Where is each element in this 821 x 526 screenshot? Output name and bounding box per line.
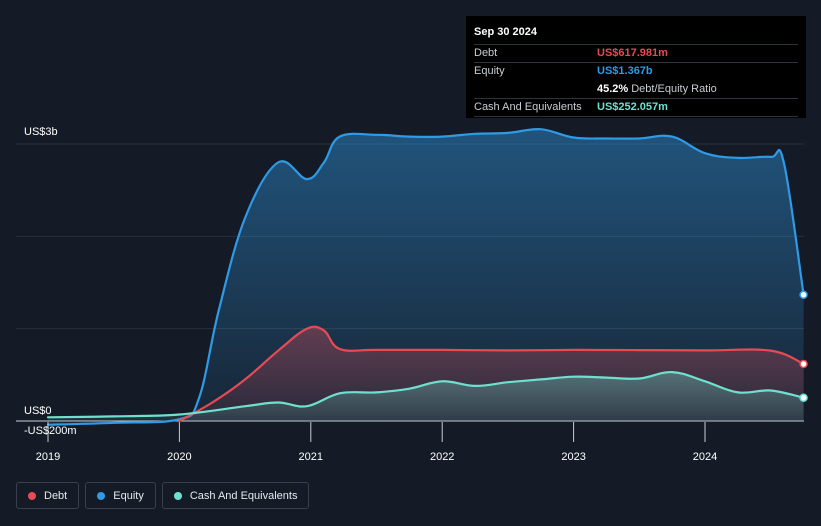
series-endpoints bbox=[799, 290, 808, 402]
debt-endpoint bbox=[799, 359, 808, 369]
tooltip-panel: Sep 30 2024 Debt US$617.981m Equity US$1… bbox=[466, 16, 806, 118]
series-areas bbox=[48, 129, 804, 425]
tooltip-row-cash: Cash And Equivalents US$252.057m bbox=[474, 98, 798, 117]
equity-line bbox=[46, 127, 805, 426]
tooltip-cash-value: US$252.057m bbox=[597, 101, 668, 113]
y-tick-label-2: -US$200m bbox=[24, 425, 77, 437]
cash-line bbox=[46, 370, 805, 419]
legend-item-equity[interactable]: Equity bbox=[85, 482, 156, 509]
x-tick-label-2022: 2022 bbox=[430, 451, 454, 463]
tooltip-ratio-suffix: Debt/Equity Ratio bbox=[631, 83, 717, 95]
legend-equity-label: Equity bbox=[113, 489, 144, 502]
debt-dot-icon bbox=[28, 491, 36, 500]
cash-area bbox=[48, 372, 804, 421]
series-lines bbox=[46, 127, 805, 426]
x-tick-label-2024: 2024 bbox=[693, 451, 717, 463]
tooltip-debt-value: US$617.981m bbox=[597, 47, 668, 59]
legend-debt-label: Debt bbox=[44, 489, 68, 502]
x-tick-label-2023: 2023 bbox=[561, 451, 585, 463]
tooltip-ratio-value: 45.2% bbox=[597, 83, 629, 95]
tooltip-row-ratio: 45.2% Debt/Equity Ratio bbox=[474, 80, 798, 98]
y-tick-label-0: US$3b bbox=[24, 126, 58, 138]
tooltip-row-debt: Debt US$617.981m bbox=[474, 44, 798, 62]
equity-dot-icon bbox=[97, 491, 106, 500]
equity-endpoint bbox=[799, 290, 808, 300]
x-tick-label-2021: 2021 bbox=[299, 451, 323, 463]
x-axis: 2019 2020 2021 2022 2023 2024 bbox=[36, 422, 717, 463]
tooltip-equity-label: Equity bbox=[474, 65, 505, 77]
tooltip-debt-label: Debt bbox=[474, 47, 498, 59]
legend-item-cash[interactable]: Cash And Equivalents bbox=[161, 482, 310, 509]
legend-item-debt[interactable]: Debt bbox=[16, 482, 80, 509]
tooltip-date: Sep 30 2024 bbox=[474, 26, 537, 38]
tooltip-ratio-label bbox=[474, 81, 597, 98]
tooltip-cash-label: Cash And Equivalents bbox=[474, 101, 582, 113]
x-tick-label-2019: 2019 bbox=[36, 451, 60, 463]
legend-cash-label: Cash And Equivalents bbox=[189, 489, 298, 502]
tooltip-equity-value: US$1.367b bbox=[597, 65, 653, 77]
cash-dot-icon bbox=[173, 491, 182, 500]
y-tick-label-1: US$0 bbox=[24, 405, 52, 417]
x-tick-label-2020: 2020 bbox=[167, 451, 191, 463]
cash-endpoint bbox=[799, 393, 808, 402]
legend: Debt Equity Cash And Equivalents bbox=[16, 482, 310, 509]
y-axis: US$3b US$0 -US$200m bbox=[24, 126, 77, 437]
debt-line bbox=[178, 325, 805, 423]
tooltip-row-equity: Equity US$1.367b bbox=[474, 62, 798, 80]
